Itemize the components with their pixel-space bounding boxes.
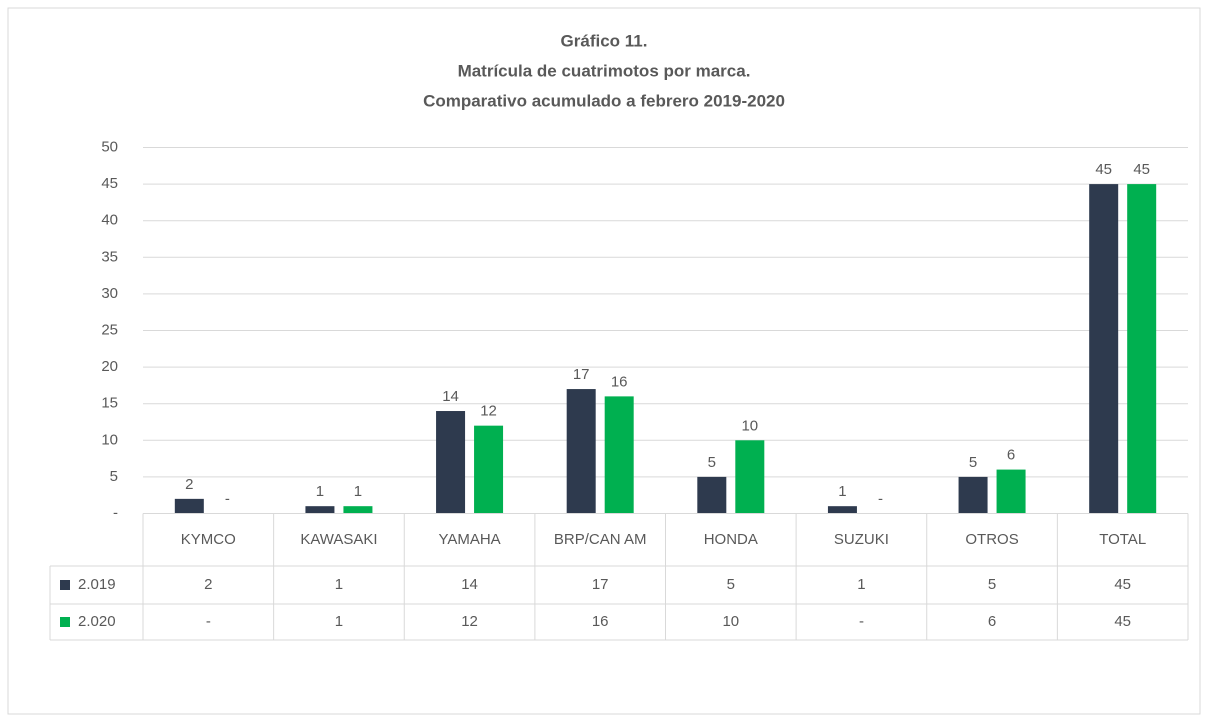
- data-label: 1: [316, 483, 324, 500]
- data-label: 1: [354, 483, 362, 500]
- table-cell: -: [859, 613, 864, 630]
- chart-title: Gráfico 11.: [561, 31, 648, 50]
- table-cell: 45: [1114, 613, 1131, 630]
- legend-swatch: [60, 617, 70, 627]
- category-cell: YAMAHA: [438, 530, 501, 548]
- category-cell: SUZUKI: [833, 530, 889, 548]
- chart-subtitle: Matrícula de cuatrimotos por marca.: [458, 61, 751, 80]
- y-tick-label: 10: [101, 431, 118, 448]
- legend-label: 2.019: [78, 576, 116, 593]
- table-cell: 1: [857, 576, 865, 593]
- table-cell: 5: [727, 576, 735, 593]
- table-cell: 2: [204, 576, 212, 593]
- data-label: 5: [969, 454, 977, 471]
- legend-label: 2.020: [78, 613, 116, 630]
- x-tick-label: KYMCO: [180, 530, 236, 548]
- bar: [1089, 184, 1119, 514]
- category-cell: HONDA: [703, 530, 758, 548]
- data-label: 2: [185, 476, 193, 493]
- bar: [1127, 184, 1157, 514]
- bar: [566, 389, 596, 514]
- category-cell: OTROS: [965, 530, 1019, 548]
- table-cell: 14: [461, 576, 478, 593]
- category-cell: BRP/CAN AM: [553, 530, 647, 548]
- bar: [305, 506, 335, 514]
- table-cell: 5: [988, 576, 996, 593]
- category-cell: KYMCO: [180, 530, 236, 548]
- bar: [958, 476, 988, 514]
- bar: [735, 440, 765, 514]
- y-tick-label: 15: [101, 395, 118, 412]
- x-tick-label: BRP/CAN AM: [553, 530, 647, 548]
- y-tick-label: 25: [101, 321, 118, 338]
- bar: [474, 425, 504, 514]
- table-cell: 1: [335, 613, 343, 630]
- data-label: 14: [442, 388, 459, 405]
- bar: [174, 498, 204, 514]
- y-tick-label: 35: [101, 248, 118, 265]
- y-tick-label: 20: [101, 358, 118, 375]
- data-label: 1: [838, 483, 846, 500]
- data-label: 12: [480, 403, 497, 420]
- bar: [604, 396, 634, 514]
- table-cell: 1: [335, 576, 343, 593]
- bar: [697, 476, 727, 514]
- y-tick-label: 30: [101, 285, 118, 302]
- data-label: -: [878, 490, 883, 507]
- data-label: 17: [573, 366, 590, 383]
- x-tick-label: KAWASAKI: [300, 530, 378, 548]
- x-tick-label: YAMAHA: [438, 530, 501, 548]
- data-label: 45: [1133, 161, 1150, 178]
- table-cell: 17: [592, 576, 609, 593]
- table-cell: 12: [461, 613, 478, 630]
- y-tick-label: 50: [101, 138, 118, 155]
- y-tick-label: 5: [110, 468, 118, 485]
- table-cell: 10: [722, 613, 739, 630]
- table-cell: -: [206, 613, 211, 630]
- data-label: 45: [1095, 161, 1112, 178]
- x-tick-label: OTROS: [965, 530, 1019, 548]
- data-label: 16: [611, 373, 628, 390]
- bar: [827, 506, 857, 514]
- bar: [436, 411, 466, 514]
- y-tick-label: 45: [101, 175, 118, 192]
- x-tick-label: SUZUKI: [833, 530, 889, 548]
- table-cell: 6: [988, 613, 996, 630]
- category-cell: TOTAL: [1099, 530, 1147, 548]
- data-label: 10: [741, 417, 758, 434]
- chart-subtitle: Comparativo acumulado a febrero 2019-202…: [423, 91, 785, 110]
- bar: [996, 469, 1026, 514]
- data-label: 6: [1007, 447, 1015, 464]
- data-label: 5: [708, 454, 716, 471]
- category-cell: KAWASAKI: [300, 530, 378, 548]
- x-tick-label: TOTAL: [1099, 530, 1147, 548]
- table-cell: 45: [1114, 576, 1131, 593]
- legend-swatch: [60, 580, 70, 590]
- data-label: -: [225, 490, 230, 507]
- x-tick-label: HONDA: [703, 530, 758, 548]
- chart-border: [7, 7, 1201, 715]
- bar: [343, 506, 373, 514]
- y-tick-label: 40: [101, 212, 118, 229]
- table-cell: 16: [592, 613, 609, 630]
- y-tick-label: -: [113, 504, 118, 521]
